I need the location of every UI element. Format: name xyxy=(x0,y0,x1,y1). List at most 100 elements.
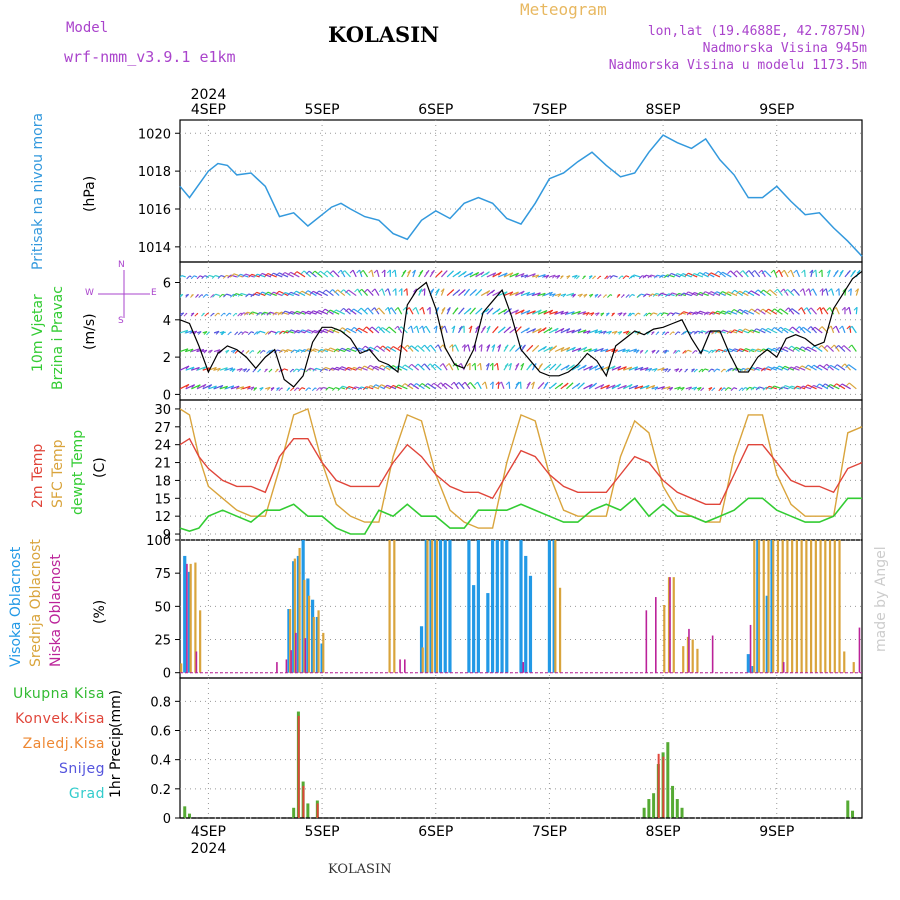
wind-barb-tick xyxy=(765,308,769,313)
wind-barb-tick xyxy=(508,362,512,367)
mid-cloud-bar xyxy=(307,595,311,673)
wind-barb xyxy=(730,270,738,278)
wind-barb-tick xyxy=(281,310,286,315)
wind-barb-tick xyxy=(537,328,542,332)
wind-barb xyxy=(185,366,195,371)
wind-barb-tick xyxy=(659,274,663,279)
wind-barb xyxy=(440,382,448,390)
wind-barb-tick xyxy=(826,307,831,311)
wind-barb-tick xyxy=(403,288,408,292)
y-tick-label: 18 xyxy=(154,474,171,489)
wind-barb-tick xyxy=(378,327,383,331)
wind-barb-tick xyxy=(781,365,786,370)
high-cloud-bar xyxy=(505,540,509,673)
wind-barb xyxy=(387,307,391,315)
wind-barb-tick xyxy=(240,312,244,317)
y-tick-label: 1018 xyxy=(138,165,171,180)
wind-barb xyxy=(313,310,323,315)
wind-barb-tick xyxy=(454,307,459,312)
wind-barb-tick xyxy=(489,307,494,312)
wind-barb xyxy=(358,327,368,334)
wind-barb xyxy=(750,290,760,297)
wind-barb xyxy=(687,349,692,353)
wind-barb-tick xyxy=(637,293,642,298)
wind-barb-tick xyxy=(389,346,394,350)
wind-barb xyxy=(363,365,374,371)
wind-barb-tick xyxy=(697,387,702,391)
wind-barb-tick xyxy=(345,289,349,294)
wind-barb-tick xyxy=(474,381,478,386)
wind-barb xyxy=(674,386,681,390)
wind-barb-tick xyxy=(520,273,525,277)
wind-barb xyxy=(392,384,402,390)
wind-barb-tick xyxy=(747,329,752,334)
wind-barb-tick xyxy=(713,291,717,296)
wind-barb xyxy=(283,368,289,371)
wind-barb-tick xyxy=(196,275,201,280)
wind-barb-tick xyxy=(326,347,331,352)
wind-barb xyxy=(566,329,575,334)
wind-barb xyxy=(180,329,188,334)
low-cloud-bar xyxy=(749,624,752,673)
wind-barb-tick xyxy=(315,310,320,314)
wind-barb xyxy=(814,345,823,353)
wind-barb xyxy=(560,346,571,353)
wind-barb-tick xyxy=(412,269,416,274)
wind-barb xyxy=(623,366,633,371)
bottom-day-label: 6SEP xyxy=(418,824,453,840)
wind-barb-tick xyxy=(678,312,682,317)
wind-barb-tick xyxy=(375,326,379,331)
wind-barb xyxy=(360,386,368,390)
wind-barb-tick xyxy=(634,385,639,389)
total-rain-bar xyxy=(187,813,191,818)
wind-barb-tick xyxy=(835,345,839,349)
wind-barb-tick xyxy=(566,275,571,280)
wind-barb-tick xyxy=(319,368,324,373)
wind-barb xyxy=(492,344,496,352)
wind-barb xyxy=(705,271,715,278)
low-cloud-bar xyxy=(290,650,292,673)
wind-barb-tick xyxy=(408,345,412,350)
wind-barb xyxy=(657,367,665,371)
y-tick-label: 1016 xyxy=(138,203,171,218)
wind-barb-tick xyxy=(614,349,619,354)
wind-barb xyxy=(617,348,626,353)
wind-barb-tick xyxy=(232,293,237,297)
wind-barb-tick xyxy=(266,311,271,316)
wind-barb-tick xyxy=(458,325,463,330)
wind-barb xyxy=(621,275,624,278)
wind-barb-tick xyxy=(224,367,228,372)
wind-barb-tick xyxy=(366,385,371,389)
wind-barb-tick xyxy=(730,309,735,313)
wind-barb-tick xyxy=(589,383,593,388)
wind-barb xyxy=(773,347,783,353)
wind-barb xyxy=(577,329,587,334)
wind-barb-tick xyxy=(224,385,228,390)
wind-barb-tick xyxy=(414,363,419,368)
wind-barb-tick xyxy=(421,363,425,368)
wind-barb xyxy=(375,384,385,390)
wind-barb xyxy=(469,325,473,334)
mid-cloud-bar xyxy=(805,540,808,673)
wind-barb-tick xyxy=(356,269,360,274)
wind-barb-tick xyxy=(623,366,627,371)
wind-barb xyxy=(328,386,334,390)
wind-barb-tick xyxy=(682,330,687,335)
wind-barb-tick xyxy=(311,387,316,392)
wind-barb-tick xyxy=(250,386,255,391)
wind-barb-tick xyxy=(320,387,324,391)
wind-barb xyxy=(549,327,559,334)
wind-barb-tick xyxy=(300,270,305,275)
wind-barb-tick xyxy=(391,269,396,274)
wind-barb xyxy=(225,367,234,371)
wind-barb-tick xyxy=(245,350,250,354)
wind-barb xyxy=(270,330,277,334)
bottom-day-label: 9SEP xyxy=(759,824,794,840)
wind-barb-tick xyxy=(185,384,190,388)
wind-barb-tick xyxy=(696,292,701,296)
wind-barb-tick xyxy=(455,382,460,386)
wind-barb-tick xyxy=(269,272,274,277)
wind-barb-tick xyxy=(234,331,238,336)
wind-barb xyxy=(362,269,369,278)
product-title: Meteogram xyxy=(520,0,607,19)
